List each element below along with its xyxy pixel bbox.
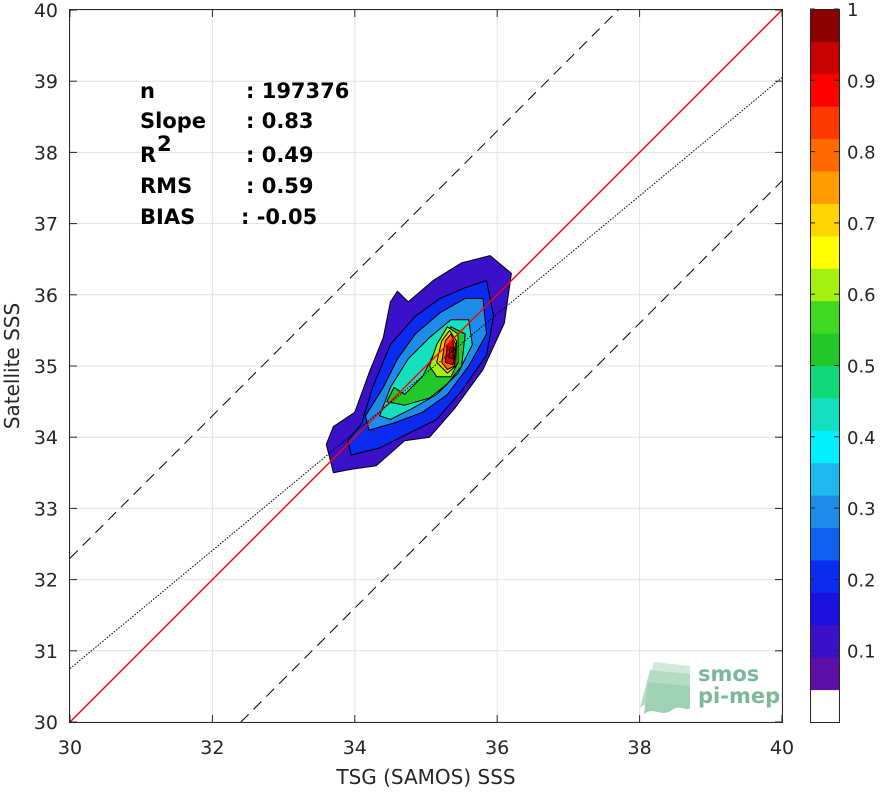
- identity-line: [69, 9, 783, 723]
- colorbar-segment: [810, 203, 839, 237]
- colorbar-segment: [810, 333, 839, 366]
- colorbar-segment: [810, 268, 839, 302]
- stat-value: : -0.05: [241, 205, 317, 229]
- colorbar-tick-label: 0.9: [847, 71, 876, 92]
- logo-wave-front: [644, 682, 690, 714]
- colorbar-segment: [810, 657, 839, 691]
- colorbar-tick-label: 0.2: [847, 570, 876, 591]
- x-tick-label: 38: [628, 737, 652, 759]
- y-tick-label: 39: [34, 71, 58, 93]
- stat-label: BIAS: [140, 205, 195, 229]
- reference-lines: [69, 9, 783, 723]
- colorbar-segment: [810, 235, 839, 269]
- lower-bound-line: [240, 180, 783, 723]
- fit-line: [69, 77, 783, 669]
- logo-text-smos: smos: [698, 662, 759, 686]
- y-tick-label: 34: [34, 427, 58, 449]
- statistics-box: n : 197376 Slope : 0.83 R 2 : 0.49 RMS : 0.59 BIA…: [140, 79, 349, 229]
- colorbar-segment: [810, 689, 839, 723]
- colorbar-tick-label: 1: [847, 0, 858, 21]
- x-tick-label: 32: [200, 737, 224, 759]
- colorbar-segment: [810, 41, 839, 75]
- y-tick-label: 36: [34, 285, 58, 307]
- stat-label: R: [140, 143, 156, 167]
- y-tick-label: 33: [34, 498, 58, 520]
- colorbar-tick-label: 0.4: [847, 428, 876, 449]
- contour-level-1: [448, 346, 454, 360]
- logo-text-pi-mep: pi-mep: [698, 684, 780, 708]
- colorbar-segment: [810, 430, 839, 464]
- y-tick-label: 31: [34, 641, 58, 663]
- colorbar-segment: [810, 73, 839, 107]
- y-tick-label: 30: [34, 712, 58, 734]
- colorbar-segment: [810, 592, 839, 626]
- x-tick-label: 36: [485, 737, 509, 759]
- x-tick-label: 34: [343, 737, 367, 759]
- smos-pi-mep-logo: smos pi-mep: [640, 662, 780, 714]
- upper-bound-line: [69, 9, 619, 559]
- y-tick-label: 35: [34, 356, 58, 378]
- colorbar-segment: [810, 397, 839, 431]
- stat-label: RMS: [140, 174, 192, 198]
- colorbar-segment: [810, 9, 839, 42]
- x-axis-label: TSG (SAMOS) SSS: [335, 765, 515, 789]
- stat-value: : 0.49: [246, 143, 314, 167]
- y-tick-label: 37: [34, 214, 58, 236]
- colorbar-segment: [810, 624, 839, 658]
- y-tick-label: 40: [34, 0, 58, 22]
- colorbar-segment: [810, 106, 839, 140]
- x-tick-label: 40: [770, 737, 794, 759]
- colorbar-segment: [810, 559, 839, 593]
- stat-value: : 197376: [246, 79, 349, 103]
- stat-value: : 0.83: [246, 109, 314, 133]
- colorbar-segment: [810, 527, 839, 561]
- colorbar-tick-label: 0.8: [847, 143, 876, 164]
- colorbar-tick-label: 0.1: [847, 642, 876, 663]
- colorbar-segment: [810, 462, 839, 496]
- colorbar-segment: [810, 300, 839, 334]
- colorbar-segment: [810, 365, 839, 399]
- colorbar-segment: [810, 495, 839, 529]
- density-contours: [325, 255, 512, 474]
- plot-frame: [69, 9, 783, 723]
- x-tick-label: 30: [58, 737, 82, 759]
- colorbar-segment: [810, 138, 839, 172]
- y-axis-ticks: 30 31 32 33 34 35 36 37 38 39 40: [34, 0, 782, 734]
- x-axis-ticks: 30 32 34 36 38 40: [58, 10, 794, 759]
- colorbar: 0.1 0.2 0.3 0.4 0.5 0.6 0.7 0.8 0.9 1: [810, 0, 876, 723]
- stat-label: n: [140, 79, 155, 103]
- colorbar-tick-label: 0.3: [847, 499, 876, 520]
- y-tick-label: 32: [34, 570, 58, 592]
- stat-label: Slope: [140, 109, 206, 133]
- stat-label-superscript: 2: [157, 132, 172, 156]
- colorbar-segment: [810, 171, 839, 204]
- y-tick-label: 38: [34, 142, 58, 164]
- y-axis-label: Satellite SSS: [0, 303, 24, 429]
- colorbar-tick-label: 0.7: [847, 214, 876, 235]
- stat-value: : 0.59: [246, 174, 314, 198]
- colorbar-tick-label: 0.6: [847, 285, 876, 306]
- colorbar-tick-label: 0.5: [847, 357, 876, 378]
